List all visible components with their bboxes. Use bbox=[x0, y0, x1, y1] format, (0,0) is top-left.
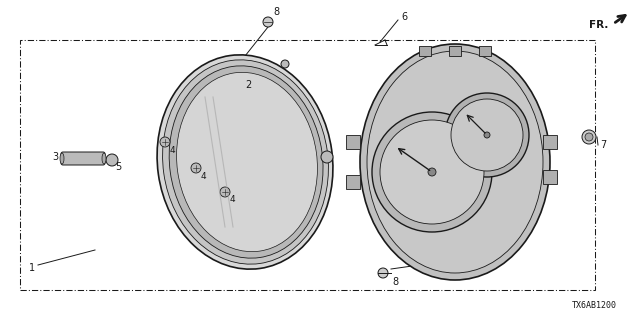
Circle shape bbox=[428, 168, 436, 176]
Ellipse shape bbox=[163, 60, 328, 264]
FancyBboxPatch shape bbox=[449, 46, 461, 56]
Text: 8: 8 bbox=[392, 277, 398, 287]
Text: 4: 4 bbox=[169, 146, 175, 155]
Circle shape bbox=[160, 137, 170, 147]
FancyBboxPatch shape bbox=[479, 46, 491, 56]
Text: 7: 7 bbox=[600, 140, 606, 150]
Text: 5: 5 bbox=[115, 162, 121, 172]
FancyBboxPatch shape bbox=[346, 175, 360, 189]
Circle shape bbox=[378, 268, 388, 278]
FancyBboxPatch shape bbox=[419, 46, 431, 56]
Ellipse shape bbox=[102, 153, 106, 164]
Text: 8: 8 bbox=[273, 7, 279, 17]
Ellipse shape bbox=[360, 44, 550, 280]
FancyBboxPatch shape bbox=[61, 152, 105, 165]
Circle shape bbox=[263, 17, 273, 27]
Text: 6: 6 bbox=[401, 12, 407, 22]
Text: TX6AB1200: TX6AB1200 bbox=[572, 301, 617, 310]
Bar bbox=[20, 40, 595, 290]
Circle shape bbox=[106, 154, 118, 166]
FancyBboxPatch shape bbox=[543, 170, 557, 184]
Ellipse shape bbox=[367, 51, 543, 273]
Ellipse shape bbox=[157, 55, 333, 269]
Circle shape bbox=[372, 112, 492, 232]
Text: 3: 3 bbox=[52, 152, 58, 162]
Circle shape bbox=[445, 93, 529, 177]
Circle shape bbox=[281, 60, 289, 68]
Circle shape bbox=[484, 132, 490, 138]
Text: FR.: FR. bbox=[589, 20, 608, 30]
Ellipse shape bbox=[169, 66, 323, 258]
Circle shape bbox=[585, 133, 593, 141]
Circle shape bbox=[380, 120, 484, 224]
Text: 1: 1 bbox=[29, 263, 35, 273]
Text: 4: 4 bbox=[200, 172, 206, 180]
Circle shape bbox=[582, 130, 596, 144]
Circle shape bbox=[451, 99, 523, 171]
Text: 4: 4 bbox=[229, 196, 235, 204]
Ellipse shape bbox=[60, 153, 64, 164]
Text: 2: 2 bbox=[245, 80, 251, 90]
Circle shape bbox=[321, 151, 333, 163]
Ellipse shape bbox=[177, 72, 317, 252]
Circle shape bbox=[191, 163, 201, 173]
Circle shape bbox=[220, 187, 230, 197]
FancyBboxPatch shape bbox=[543, 135, 557, 149]
FancyBboxPatch shape bbox=[346, 135, 360, 149]
